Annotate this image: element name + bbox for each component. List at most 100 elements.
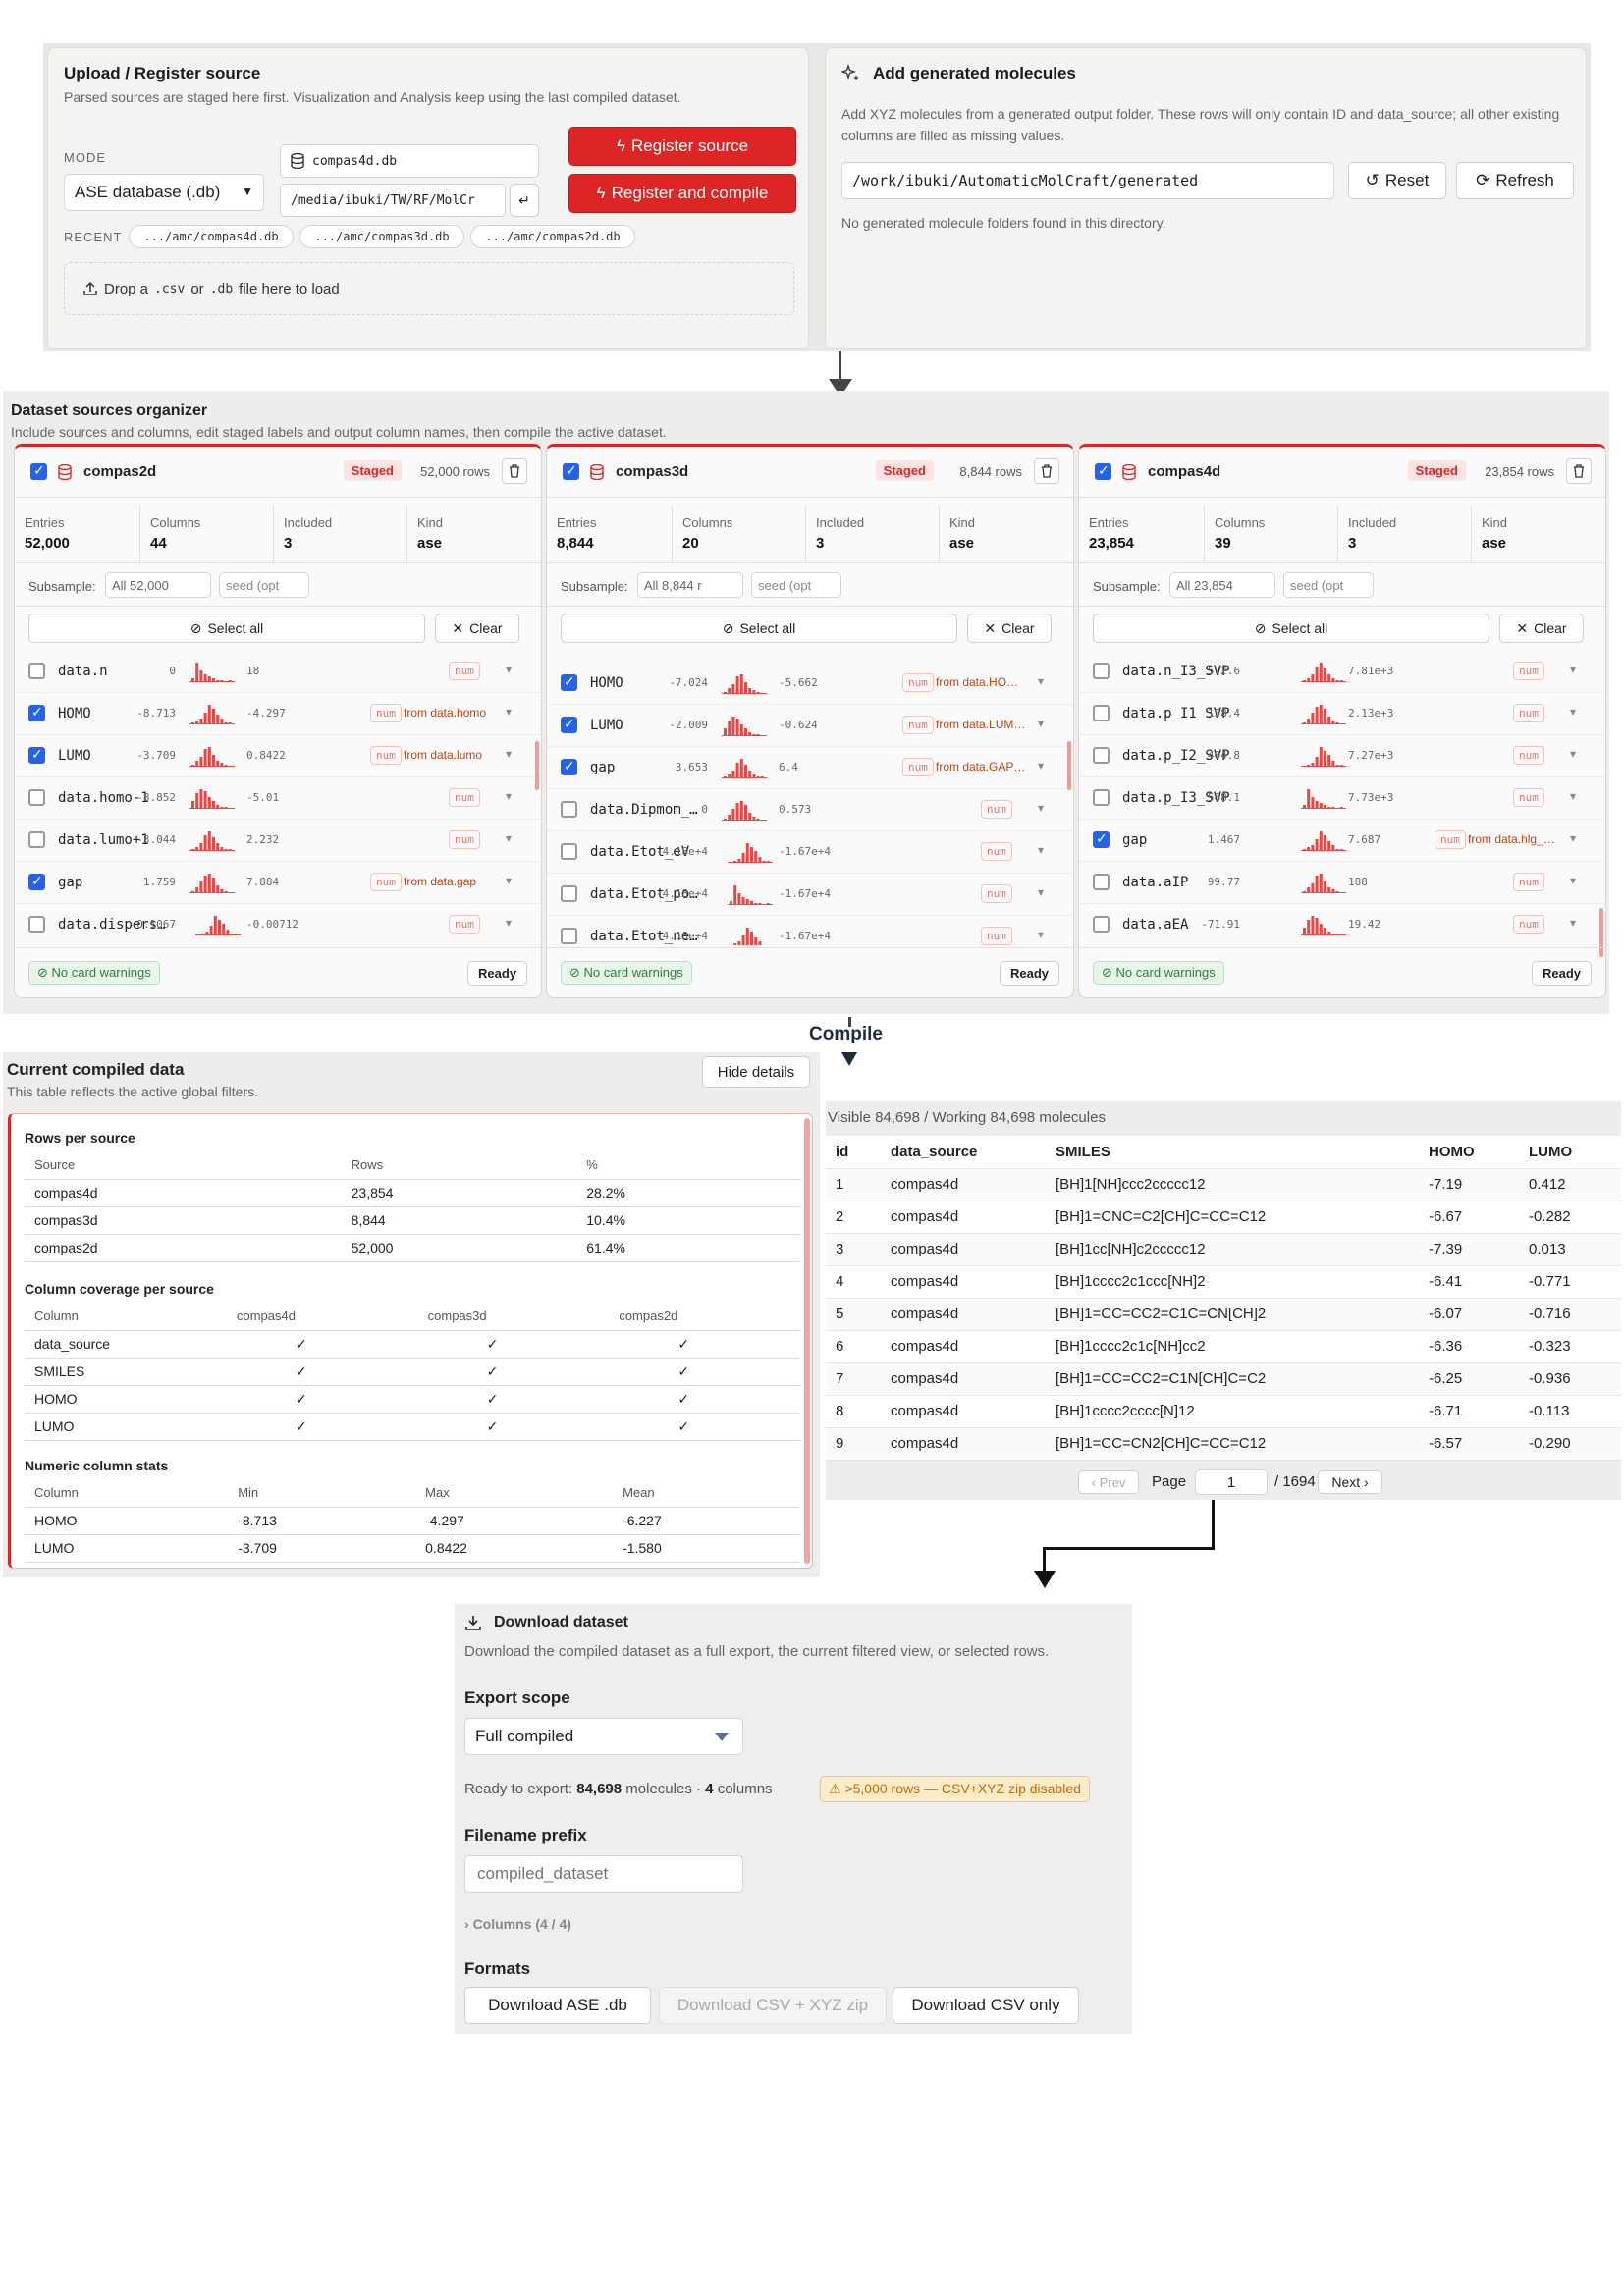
column-row[interactable]: data.aEA -71.91 19.42 num ▾ <box>1079 904 1605 945</box>
details-scrollbar[interactable] <box>804 1118 810 1564</box>
include-column-checkbox[interactable] <box>28 789 45 806</box>
recent-chip-1[interactable]: .../amc/compas4d.db <box>129 225 294 248</box>
columns-toggle[interactable]: › Columns (4 / 4) <box>464 1916 571 1932</box>
type-badge[interactable]: num <box>902 758 934 776</box>
type-badge[interactable]: num <box>981 842 1012 861</box>
include-column-checkbox[interactable] <box>1093 830 1110 848</box>
chevron-down-icon[interactable]: ▾ <box>506 874 513 887</box>
next-page-button[interactable]: Next › <box>1318 1470 1382 1494</box>
path-field[interactable]: /media/ibuki/TW/RF/MolCr <box>280 184 506 217</box>
include-column-checkbox[interactable] <box>1093 916 1110 933</box>
type-badge[interactable]: num <box>902 673 934 692</box>
generated-path-field[interactable]: /work/ibuki/AutomaticMolCraft/generated <box>841 162 1334 199</box>
type-badge[interactable]: num <box>1513 662 1544 680</box>
column-row[interactable]: gap 3.653 6.4 num from data.GAP… ▾ <box>547 747 1073 789</box>
drop-zone[interactable]: Drop a .csv or .db file here to load <box>64 262 794 315</box>
include-column-checkbox[interactable] <box>28 916 45 933</box>
reset-button[interactable]: ↺ Reset <box>1348 162 1446 199</box>
type-badge[interactable]: num <box>449 788 480 807</box>
column-row[interactable]: data.homo-1 -8.852 -5.01 num ▾ <box>15 777 541 820</box>
recent-chip-3[interactable]: .../amc/compas2d.db <box>470 225 635 248</box>
delete-source-button[interactable] <box>1566 458 1592 484</box>
type-badge[interactable]: num <box>981 884 1012 903</box>
recent-chip-2[interactable]: .../amc/compas3d.db <box>299 225 464 248</box>
include-source-checkbox[interactable] <box>1095 462 1111 480</box>
chevron-down-icon[interactable]: ▾ <box>1038 717 1045 730</box>
include-column-checkbox[interactable] <box>1093 874 1110 890</box>
include-column-checkbox[interactable] <box>561 758 577 775</box>
type-badge[interactable]: num <box>902 716 934 734</box>
chevron-down-icon[interactable]: ▾ <box>1570 663 1577 676</box>
include-column-checkbox[interactable] <box>28 873 45 890</box>
chevron-down-icon[interactable]: ▾ <box>1570 789 1577 803</box>
download-zip-button[interactable]: Download CSV + XYZ zip <box>659 1987 887 2024</box>
path-enter-button[interactable]: ↵ <box>510 184 539 217</box>
column-row[interactable]: HOMO -7.024 -5.662 num from data.HO… ▾ <box>547 663 1073 705</box>
include-column-checkbox[interactable] <box>28 831 45 848</box>
column-list-scrollbar[interactable] <box>1599 908 1603 957</box>
subsample-input[interactable]: All 52,000 <box>105 572 211 598</box>
column-row[interactable]: data.Etot_po… -4.18e+4 -1.67e+4 num ▾ <box>547 874 1073 916</box>
column-row[interactable]: gap 1.467 7.687 num from data.hlg_… ▾ <box>1079 820 1605 862</box>
clear-button[interactable]: ✕ Clear <box>435 614 519 643</box>
type-badge[interactable]: num <box>370 873 402 891</box>
include-source-checkbox[interactable] <box>30 462 47 480</box>
export-scope-select[interactable]: Full compiled <box>464 1718 743 1755</box>
type-badge[interactable]: num <box>370 746 402 765</box>
column-list-scrollbar[interactable] <box>1067 741 1071 790</box>
chevron-down-icon[interactable]: ▾ <box>1570 916 1577 930</box>
chevron-down-icon[interactable]: ▾ <box>506 747 513 761</box>
type-badge[interactable]: num <box>981 927 1012 945</box>
type-badge[interactable]: num <box>1513 788 1544 807</box>
chevron-down-icon[interactable]: ▾ <box>1570 874 1577 887</box>
include-column-checkbox[interactable] <box>561 928 577 944</box>
subsample-input[interactable]: All 8,844 r <box>637 572 743 598</box>
include-column-checkbox[interactable] <box>1093 705 1110 721</box>
chevron-down-icon[interactable]: ▾ <box>1038 801 1045 815</box>
seed-input[interactable]: seed (opt <box>751 572 841 598</box>
type-badge[interactable]: num <box>1435 830 1466 849</box>
mode-select[interactable]: ASE database (.db) ▼ <box>64 174 264 211</box>
register-source-button[interactable]: ϟ Register source <box>568 127 796 166</box>
column-row[interactable]: data.p_I3_SVP 568.1 7.73e+3 num ▾ <box>1079 777 1605 820</box>
chevron-down-icon[interactable]: ▾ <box>1038 843 1045 857</box>
include-column-checkbox[interactable] <box>28 746 45 764</box>
include-column-checkbox[interactable] <box>561 801 577 818</box>
delete-source-button[interactable] <box>1034 458 1059 484</box>
filename-prefix-input[interactable] <box>464 1855 743 1893</box>
column-row[interactable]: data.lumo+1 -3.044 2.232 num ▾ <box>15 820 541 862</box>
seed-input[interactable]: seed (opt <box>219 572 309 598</box>
include-column-checkbox[interactable] <box>28 704 45 721</box>
download-csv-button[interactable]: Download CSV only <box>893 1987 1079 2024</box>
include-column-checkbox[interactable] <box>561 673 577 691</box>
clear-button[interactable]: ✕ Clear <box>1499 614 1584 643</box>
chevron-down-icon[interactable]: ▾ <box>506 789 513 803</box>
chevron-down-icon[interactable]: ▾ <box>1570 705 1577 719</box>
column-row[interactable]: data.p_I2_SVP 404.8 7.27e+3 num ▾ <box>1079 735 1605 777</box>
select-all-button[interactable]: ⊘ Select all <box>28 614 425 643</box>
column-row[interactable]: data.Etot_eV -4.18e+4 -1.67e+4 num ▾ <box>547 831 1073 874</box>
chevron-down-icon[interactable]: ▾ <box>1570 831 1577 845</box>
include-column-checkbox[interactable] <box>1093 663 1110 679</box>
hide-details-button[interactable]: Hide details <box>702 1056 810 1088</box>
chevron-down-icon[interactable]: ▾ <box>1038 674 1045 688</box>
include-column-checkbox[interactable] <box>561 843 577 860</box>
type-badge[interactable]: num <box>981 800 1012 819</box>
prev-page-button[interactable]: ‹ Prev <box>1078 1470 1139 1494</box>
page-input[interactable]: 1 <box>1195 1469 1268 1495</box>
delete-source-button[interactable] <box>502 458 527 484</box>
include-column-checkbox[interactable] <box>1093 747 1110 764</box>
seed-input[interactable]: seed (opt <box>1283 572 1374 598</box>
include-column-checkbox[interactable] <box>561 716 577 733</box>
type-badge[interactable]: num <box>370 704 402 722</box>
chevron-down-icon[interactable]: ▾ <box>506 663 513 676</box>
column-row[interactable]: data.Etot_ne… -4.18e+4 -1.67e+4 num ▾ <box>547 916 1073 945</box>
column-row[interactable]: data.n_I3_SVP 572.6 7.81e+3 num ▾ <box>1079 651 1605 693</box>
include-column-checkbox[interactable] <box>28 663 45 679</box>
type-badge[interactable]: num <box>449 662 480 680</box>
type-badge[interactable]: num <box>449 830 480 849</box>
type-badge[interactable]: num <box>1513 915 1544 934</box>
column-row[interactable]: HOMO -8.713 -4.297 num from data.homo ▾ <box>15 693 541 735</box>
type-badge[interactable]: num <box>1513 746 1544 765</box>
select-all-button[interactable]: ⊘ Select all <box>1093 614 1489 643</box>
